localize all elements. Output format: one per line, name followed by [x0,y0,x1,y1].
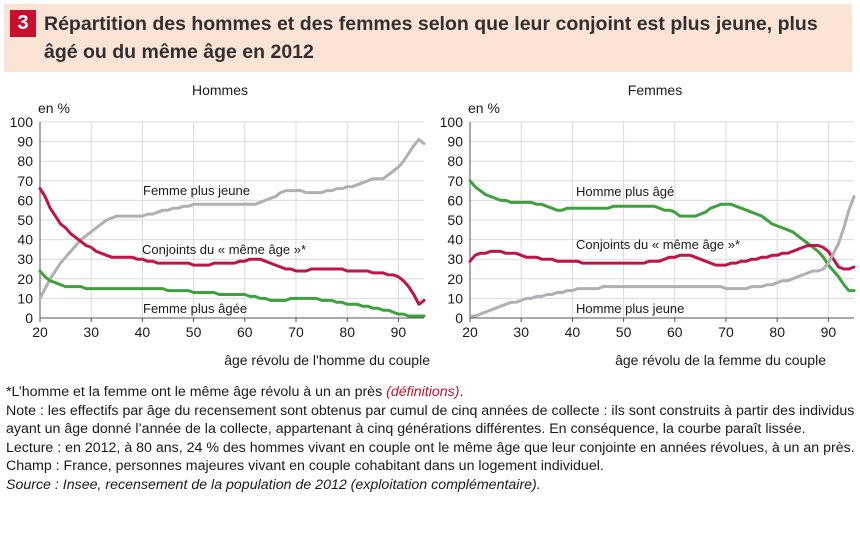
footnote-text: *L’homme et la femme ont le même âge rév… [6,384,387,400]
x-tick-label: 90 [391,324,407,340]
series-line-conjoints-du-meme-age [468,244,856,271]
chart-hommes: Hommes en % 0 10 20 30 40 50 60 70 80 90 100 20 30 40 50… [10,82,430,368]
series-label-femme-plus-agee: Femme plus âgée [143,301,247,316]
series-label-homme-plus-jeune: Homme plus jeune [576,301,684,316]
y-tick-label: 20 [17,271,33,287]
y-tick-label: 100 [10,114,34,130]
x-tick-label: 70 [288,324,304,340]
x-tick-label: 90 [821,324,837,340]
x-tick-label: 60 [667,324,683,340]
y-tick-label: 40 [447,232,463,248]
x-tick-label: 70 [718,324,734,340]
y-tick-label: 70 [447,173,463,189]
note-text: Note : les effectifs par âge du recensem… [6,402,855,438]
y-axis-unit: en % [468,100,500,116]
y-tick-label: 80 [17,153,33,169]
y-tick-label: 10 [447,290,463,306]
x-tick-label: 20 [32,324,48,340]
chart-title: Hommes [192,82,248,98]
y-tick-label: 40 [17,232,33,248]
y-tick-label: 30 [447,251,463,267]
y-tick-label: 100 [440,114,464,130]
source-text: Source : Insee, recensement de la popula… [6,476,541,493]
x-tick-label: 80 [769,324,785,340]
definitions-link[interactable]: (définitions) [386,384,460,400]
chart-title: Femmes [628,82,682,98]
x-tick-label: 50 [616,324,632,340]
x-tick-label: 60 [237,324,253,340]
y-tick-label: 20 [447,271,463,287]
x-tick-label: 30 [83,324,99,340]
y-tick-label: 0 [455,310,463,326]
x-tick-label: 40 [565,324,581,340]
x-axis-label: âge révolu de l'homme du couple [224,352,430,368]
y-axis-unit: en % [38,100,70,116]
figure-number-badge: 3 [10,10,36,37]
y-tick-label: 60 [447,192,463,208]
footnote-end: . [459,384,464,400]
x-tick-label: 30 [513,324,529,340]
lecture-text: Lecture : en 2012, à 80 ans, 24 % des ho… [6,439,855,456]
series-line-femme-plus-agee [38,269,426,318]
y-tick-label: 60 [17,192,33,208]
y-tick-label: 10 [17,290,33,306]
y-tick-label: 90 [17,134,33,150]
x-tick-label: 50 [186,324,202,340]
footnote: *L’homme et la femme ont le même âge rév… [6,383,856,402]
champ-text: Champ : France, personnes majeures vivan… [6,458,604,475]
figure-title: Répartition des hommes et des femmes sel… [44,13,818,63]
y-tick-label: 30 [17,251,33,267]
notes-block: *L’homme et la femme ont le même âge rév… [6,383,856,495]
y-tick-label: 90 [447,134,463,150]
x-tick-label: 80 [339,324,355,340]
series-line-homme-plus-age [468,179,856,293]
series-label-conjoints-du-meme-age: Conjoints du « même âge »* [576,237,740,252]
y-tick-label: 50 [447,212,463,228]
x-tick-label: 20 [462,324,478,340]
series-line-conjoints-du-meme-age [38,187,426,306]
series-line-femme-plus-jeune [38,138,426,300]
chart-femmes: Femmes en % 0 10 20 30 40 50 60 70 80 90 100 20 30 40 50… [440,82,856,368]
y-tick-label: 0 [25,310,33,326]
y-tick-label: 80 [447,153,463,169]
x-axis-label: âge révolu de la femme du couple [615,352,826,368]
series-line-homme-plus-jeune [468,195,856,318]
series-label-homme-plus-age: Homme plus âgé [576,184,674,199]
series-label-conjoints-du-meme-age: Conjoints du « même âge »* [142,242,306,257]
figure-header: 3 Répartition des hommes et des femmes s… [4,4,852,72]
y-tick-label: 50 [17,212,33,228]
x-tick-label: 40 [135,324,151,340]
y-tick-label: 70 [17,173,33,189]
series-label-femme-plus-jeune: Femme plus jeune [143,183,250,198]
